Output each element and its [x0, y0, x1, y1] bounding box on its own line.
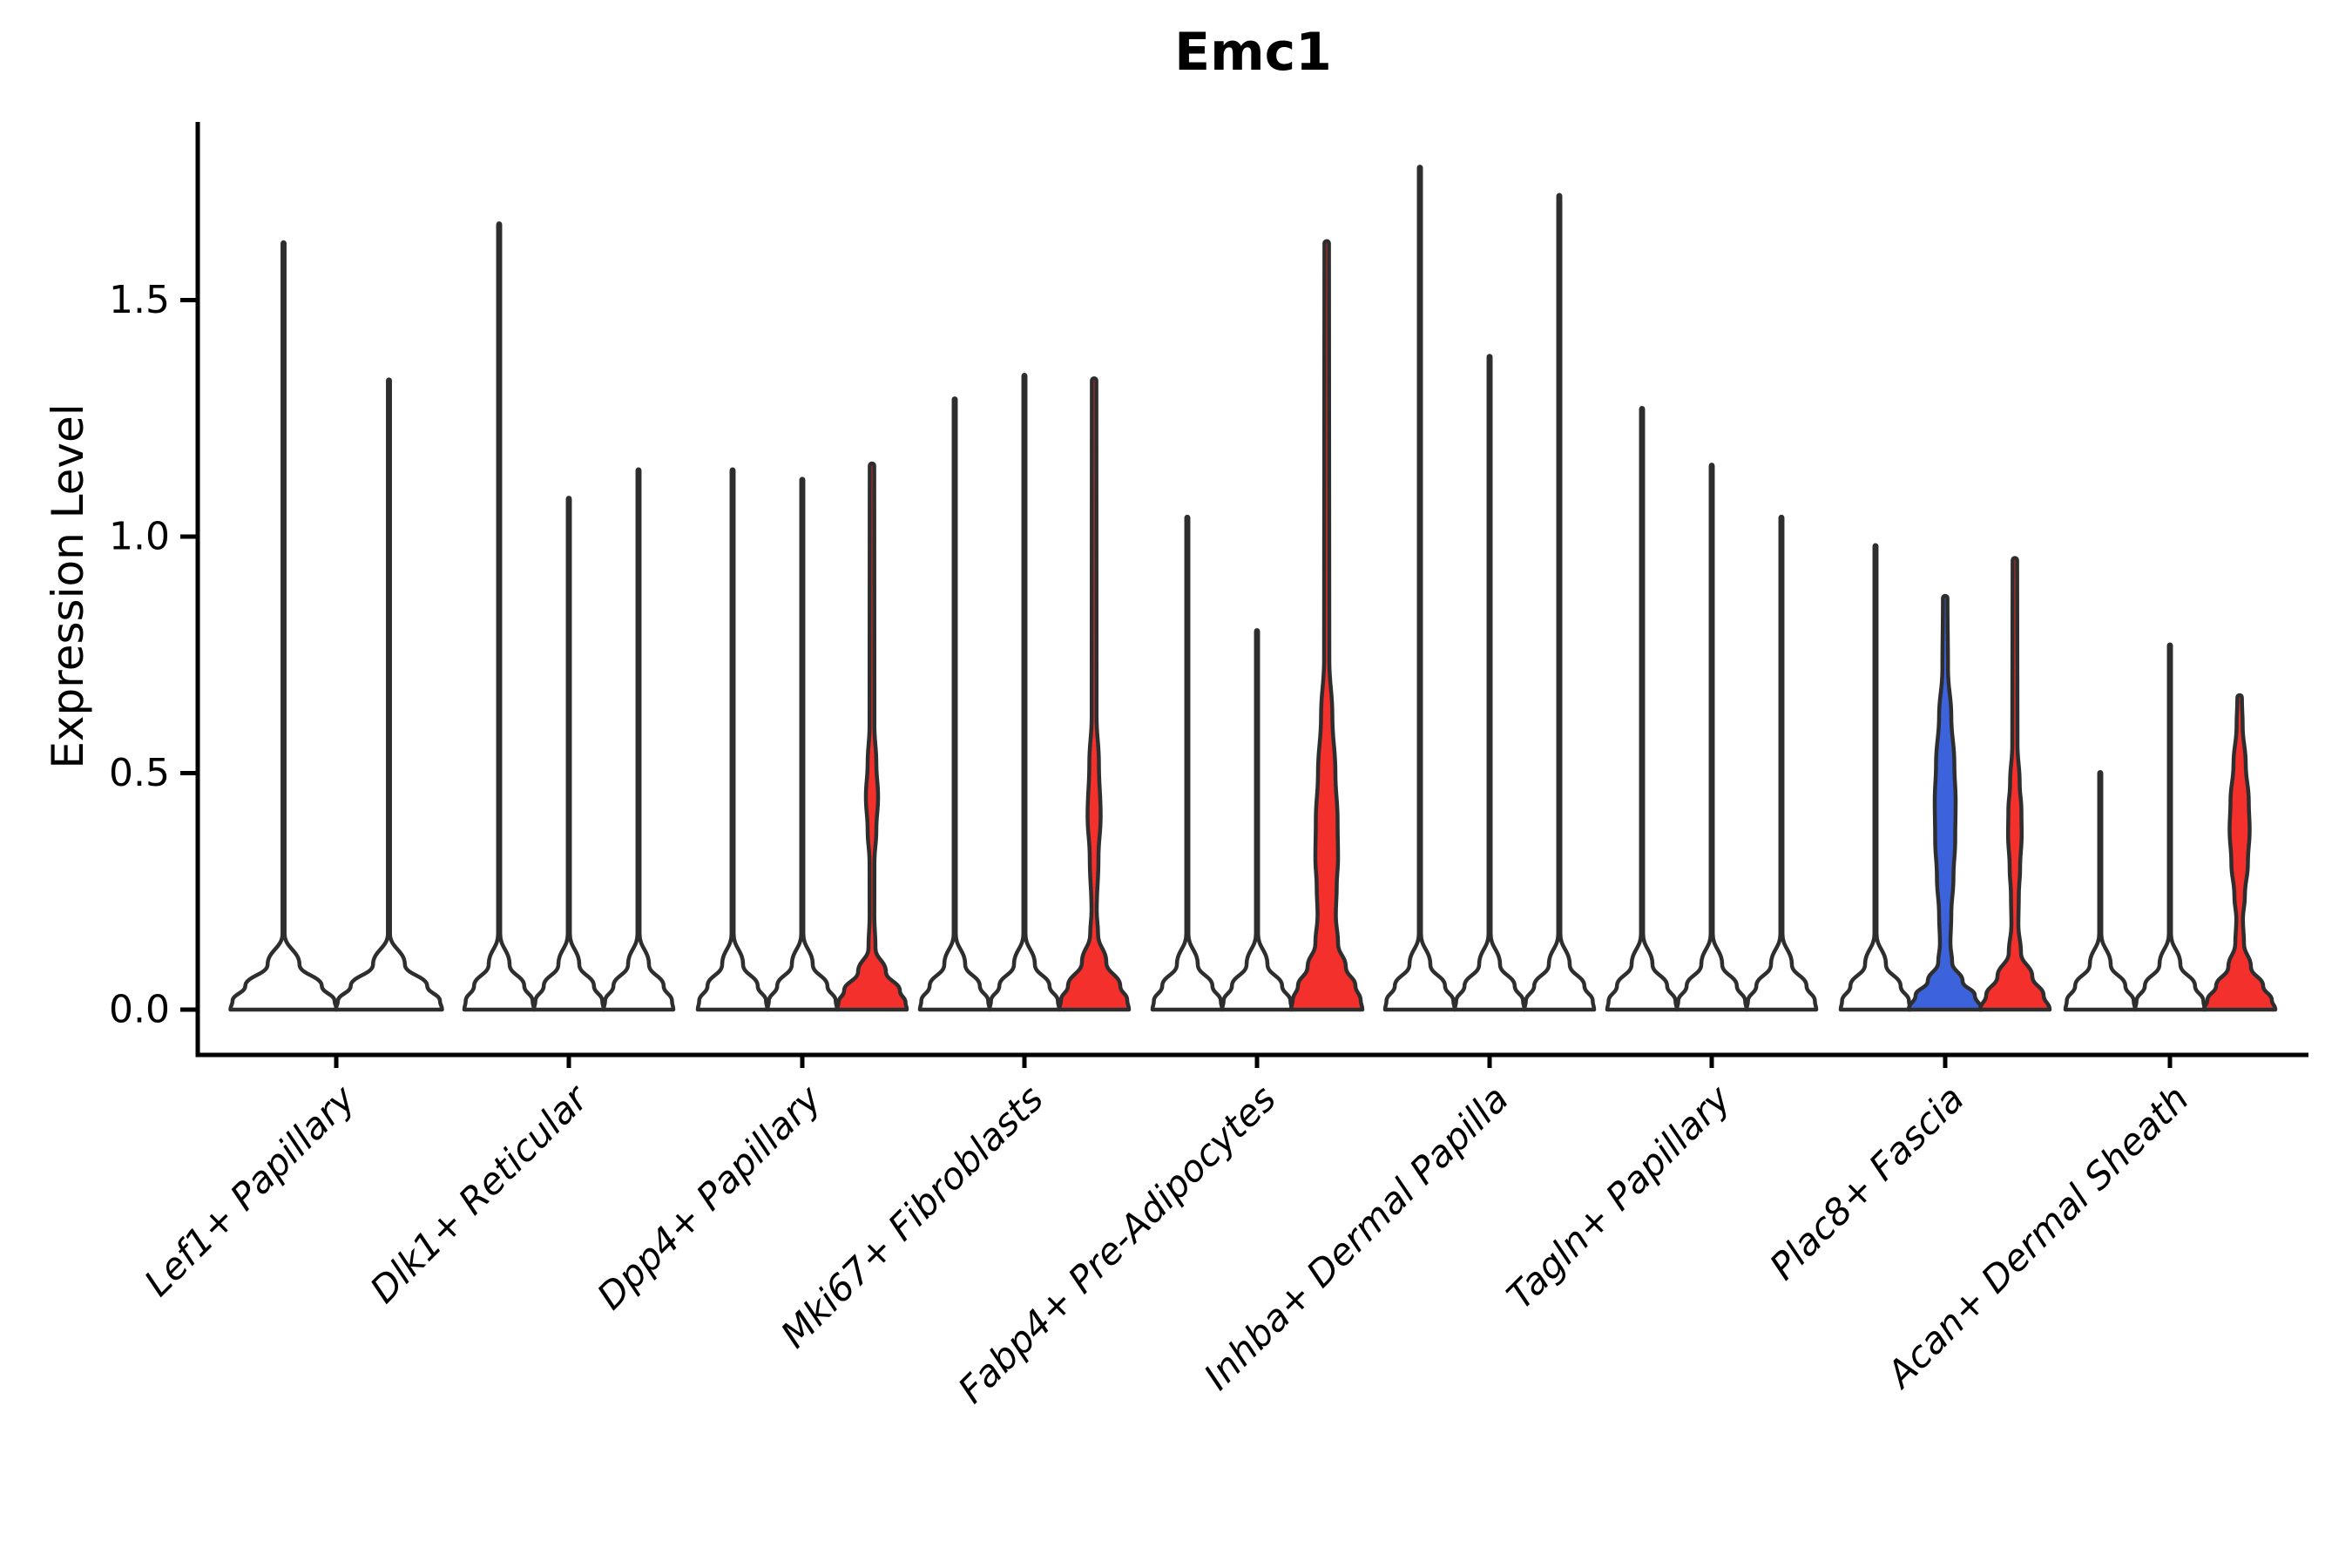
y-tick-label: 1.5 [109, 278, 170, 322]
violin-5-0 [1382, 165, 1457, 1012]
y-tick-label: 0.5 [109, 751, 170, 795]
violin-4-1 [1220, 628, 1294, 1012]
violin-3-0 [917, 396, 992, 1012]
violin-1-0 [462, 221, 537, 1012]
violin-6-2 [1744, 514, 1819, 1012]
violin-1-2 [601, 467, 676, 1012]
page-title: Emc1 [1174, 22, 1332, 83]
y-tick-label: 0.0 [109, 988, 170, 1032]
violin-4-2 [1288, 239, 1365, 1012]
violin-2-2 [835, 461, 909, 1012]
violin-4-0 [1150, 514, 1225, 1012]
violin-6-0 [1605, 406, 1680, 1012]
x-tick-label-6: Tagln+ Papillary [1498, 1077, 1740, 1318]
violin-0-0 [228, 240, 339, 1012]
x-tick-label-1: Dlk1+ Reticular [362, 1075, 598, 1311]
violin-5-2 [1522, 193, 1597, 1012]
violin-2-1 [765, 476, 840, 1012]
violin-8-1 [2132, 642, 2207, 1012]
x-tick-label-2: Dpp4+ Papillary [589, 1077, 830, 1318]
x-tick-label-0: Lef1+ Papillary [136, 1077, 364, 1305]
violin-7-1 [1906, 593, 1984, 1012]
violin-3-2 [1057, 376, 1132, 1012]
violin-0-1 [334, 377, 444, 1012]
violin-5-1 [1452, 354, 1527, 1012]
violin-1-1 [531, 496, 606, 1012]
violin-7-0 [1838, 543, 1913, 1012]
violin-6-1 [1674, 463, 1749, 1012]
y-tick-label: 1.0 [109, 515, 170, 559]
x-tick-label-7: Plac8+ Fascia [1761, 1077, 1972, 1288]
violin-3-1 [987, 373, 1062, 1012]
violin-7-2 [1977, 556, 2052, 1012]
violin-8-0 [2063, 770, 2138, 1012]
violin-2-0 [695, 467, 770, 1012]
violin-8-2 [2201, 693, 2278, 1012]
